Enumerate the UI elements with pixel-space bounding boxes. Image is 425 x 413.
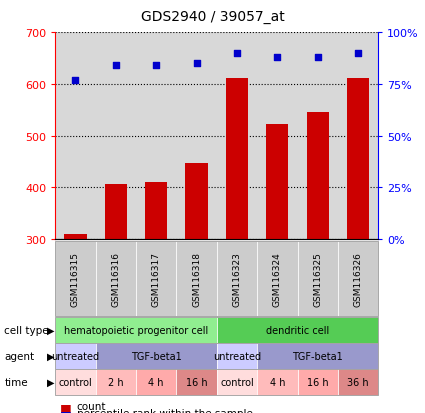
Point (274, 55, 280, 61)
Text: control: control (59, 377, 92, 387)
Point (354, 50, 361, 57)
Text: GSM116315: GSM116315 (71, 252, 80, 306)
Text: ▶: ▶ (47, 351, 54, 361)
Bar (185, 163, 208, 240)
Text: GSM116324: GSM116324 (273, 252, 282, 306)
Point (314, 55, 321, 61)
Text: TGF-beta1: TGF-beta1 (292, 351, 343, 361)
Bar (306, 112, 329, 240)
Text: 16 h: 16 h (307, 377, 329, 387)
Text: GSM116316: GSM116316 (111, 252, 120, 306)
Text: 16 h: 16 h (186, 377, 207, 387)
Text: ▶: ▶ (47, 325, 54, 335)
Bar (64, 234, 87, 240)
Point (72, 77, 79, 84)
Text: agent: agent (4, 351, 34, 361)
Text: percentile rank within the sample: percentile rank within the sample (76, 408, 252, 413)
Text: GSM116325: GSM116325 (313, 252, 322, 306)
Text: GSM116317: GSM116317 (152, 252, 161, 306)
Bar (105, 184, 127, 240)
Text: 4 h: 4 h (148, 377, 164, 387)
Text: GSM116318: GSM116318 (192, 252, 201, 306)
Text: 4 h: 4 h (269, 377, 285, 387)
Bar (145, 182, 167, 240)
Text: time: time (4, 377, 28, 387)
Text: GSM116323: GSM116323 (232, 252, 241, 306)
Text: GSM116326: GSM116326 (354, 252, 363, 306)
Text: untreated: untreated (213, 351, 261, 361)
Text: cell type: cell type (4, 325, 49, 335)
Point (233, 50, 240, 57)
Point (153, 63, 159, 69)
Point (193, 61, 200, 67)
Text: hematopoietic progenitor cell: hematopoietic progenitor cell (64, 325, 208, 335)
Text: GDS2940 / 39057_at: GDS2940 / 39057_at (141, 10, 284, 24)
Text: dendritic cell: dendritic cell (266, 325, 329, 335)
Text: ▶: ▶ (47, 377, 54, 387)
Point (112, 63, 119, 69)
Text: ■: ■ (60, 408, 71, 413)
Bar (347, 78, 369, 240)
Text: count: count (76, 401, 106, 411)
Text: 36 h: 36 h (347, 377, 369, 387)
Text: ■: ■ (60, 401, 71, 413)
Bar (266, 124, 289, 240)
Bar (226, 78, 248, 240)
Text: 2 h: 2 h (108, 377, 124, 387)
Text: control: control (220, 377, 254, 387)
Text: untreated: untreated (51, 351, 99, 361)
Text: TGF-beta1: TGF-beta1 (131, 351, 181, 361)
